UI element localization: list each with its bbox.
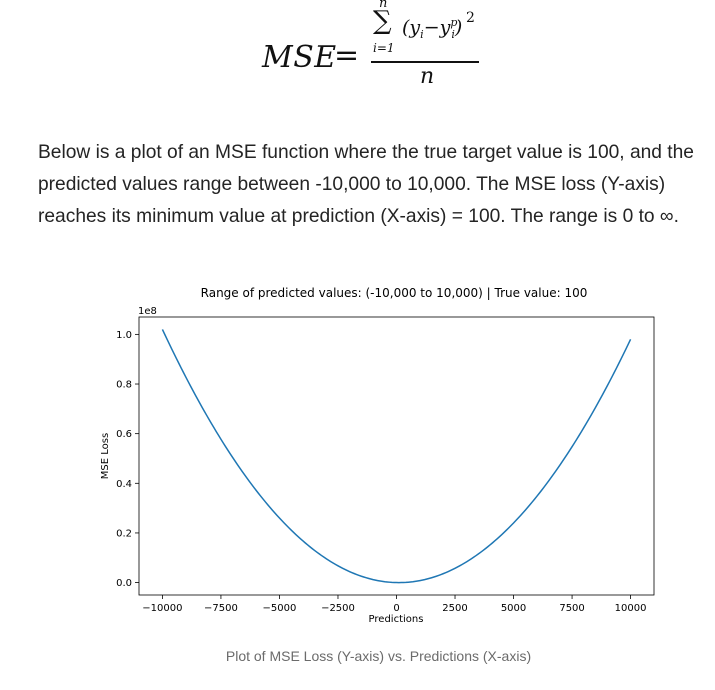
mse-chart: Range of predicted values: (-10,000 to 1… xyxy=(100,286,655,625)
y-axis-label: MSE Loss xyxy=(100,433,111,479)
formula-denominator: n xyxy=(420,64,435,89)
y-tick-label: 0.0 xyxy=(116,578,132,589)
formula-lhs: MSE xyxy=(262,40,337,75)
fraction-line xyxy=(371,61,479,63)
chart-title: Range of predicted values: (-10,000 to 1… xyxy=(201,286,588,300)
x-tick-label: −10000 xyxy=(142,603,182,614)
x-tick-label: −5000 xyxy=(263,603,297,614)
formula-sum-lower: i=1 xyxy=(373,41,395,55)
x-tick-label: 2500 xyxy=(442,603,467,614)
y-tick-label: 0.6 xyxy=(116,429,132,440)
formula-sum-symbol: ∑ xyxy=(373,6,392,36)
formula-term: (yi−ypi) xyxy=(402,16,463,42)
x-tick-label: −2500 xyxy=(321,603,355,614)
x-axis-label: Predictions xyxy=(369,614,424,625)
y-offset-label: 1e8 xyxy=(138,306,157,317)
x-tick-label: 0 xyxy=(393,603,399,614)
y-tick-label: 1.0 xyxy=(116,330,132,341)
chart-caption: Plot of MSE Loss (Y-axis) vs. Prediction… xyxy=(225,648,532,664)
plot-frame xyxy=(138,316,655,596)
mse-formula: MSE = n ∑ i=1 (yi−ypi) 2 n xyxy=(262,0,492,95)
x-tick-label: 7500 xyxy=(559,603,584,614)
x-tick-label: 10000 xyxy=(615,603,647,614)
y-tick-label: 0.2 xyxy=(116,528,132,539)
x-tick-label: −7500 xyxy=(204,603,238,614)
y-tick-label: 0.4 xyxy=(116,479,132,490)
formula-square: 2 xyxy=(466,10,475,26)
y-tick-label: 0.8 xyxy=(116,380,132,391)
formula-equals: = xyxy=(334,38,360,73)
mse-series-line xyxy=(161,329,632,584)
x-tick-label: 5000 xyxy=(501,603,526,614)
formula-sum-upper: n xyxy=(379,0,388,11)
description-paragraph: Below is a plot of an MSE function where… xyxy=(38,142,694,227)
